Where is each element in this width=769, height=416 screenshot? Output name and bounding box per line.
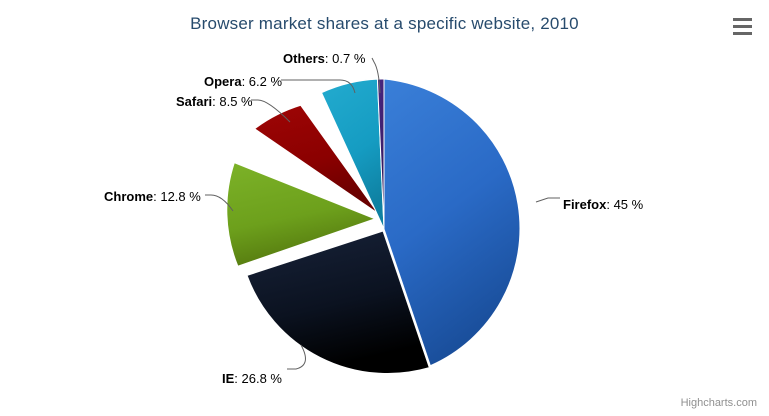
data-label-others-value: : 0.7 % bbox=[324, 51, 366, 66]
hamburger-bar-3 bbox=[732, 31, 752, 35]
label-connectors bbox=[205, 57, 560, 370]
hamburger-bar-2 bbox=[732, 24, 752, 28]
data-label-safari-name: Safari bbox=[176, 94, 213, 109]
pie-slice-firefox[interactable] bbox=[383, 78, 521, 367]
connector-firefox bbox=[535, 197, 560, 203]
pie-slices bbox=[226, 78, 521, 375]
data-label-chrome-value: : 12.8 % bbox=[153, 189, 201, 204]
data-label-others: Others: 0.7 % bbox=[283, 51, 365, 66]
data-label-ie-name: IE bbox=[222, 371, 235, 386]
connector-safari bbox=[251, 99, 291, 123]
chart-title: Browser market shares at a specific webs… bbox=[190, 14, 579, 33]
hamburger-bar-1 bbox=[732, 17, 752, 21]
pie-slice-chrome[interactable] bbox=[226, 162, 377, 267]
hamburger-menu-icon[interactable] bbox=[729, 14, 755, 38]
data-label-safari: Safari: 8.5 % bbox=[176, 94, 253, 109]
pie-slice-ie[interactable] bbox=[246, 230, 430, 375]
connector-opera bbox=[281, 79, 356, 94]
connector-others bbox=[371, 57, 381, 94]
data-label-safari-value: : 8.5 % bbox=[212, 94, 253, 109]
data-label-others-name: Others bbox=[283, 51, 325, 66]
data-label-chrome-name: Chrome bbox=[104, 189, 154, 204]
pie-slice-safari[interactable] bbox=[253, 104, 379, 215]
data-label-ie-value: : 26.8 % bbox=[234, 371, 282, 386]
data-label-firefox-name: Firefox bbox=[563, 197, 607, 212]
data-label-opera: Opera: 6.2 % bbox=[204, 74, 282, 89]
data-label-firefox-value: : 45 % bbox=[606, 197, 644, 212]
connector-ie bbox=[287, 344, 306, 370]
connector-chrome bbox=[205, 194, 234, 212]
data-label-firefox: Firefox: 45 % bbox=[563, 197, 643, 212]
data-label-opera-value: : 6.2 % bbox=[241, 74, 283, 89]
highcharts-credits-link[interactable]: Highcharts.com bbox=[680, 397, 757, 409]
data-label-ie: IE: 26.8 % bbox=[222, 371, 282, 386]
pie-slice-others[interactable] bbox=[376, 78, 385, 230]
data-label-chrome: Chrome: 12.8 % bbox=[104, 189, 201, 204]
data-label-opera-name: Opera bbox=[204, 74, 242, 89]
